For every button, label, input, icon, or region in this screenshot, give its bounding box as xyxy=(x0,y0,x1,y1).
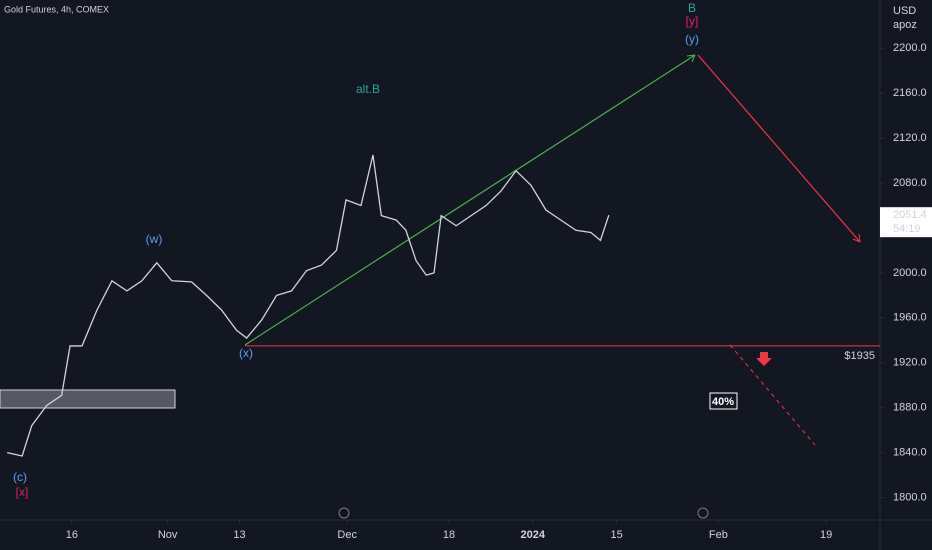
y-tick-label: 1920.0 xyxy=(893,357,927,369)
level-label: $1935 xyxy=(844,350,875,362)
wave-label: (x) xyxy=(239,346,253,360)
y-tick-label: 1960.0 xyxy=(893,312,927,324)
price-line xyxy=(7,154,610,457)
y-tick-label: 2160.0 xyxy=(893,87,927,99)
wave-label: B xyxy=(688,1,696,15)
y-tick-label: 1840.0 xyxy=(893,447,927,459)
unit: apoz xyxy=(893,19,917,31)
wave-label: [y] xyxy=(686,14,699,28)
x-tick-label: 15 xyxy=(610,529,622,541)
x-tick-label: 18 xyxy=(443,529,455,541)
event-icon[interactable] xyxy=(338,507,350,519)
x-tick-label: Feb xyxy=(709,529,728,541)
y-tick-label: 2200.0 xyxy=(893,42,927,54)
zone-box xyxy=(0,389,176,409)
price-tag-label: 2051.4 xyxy=(893,209,927,221)
down-arrow-icon xyxy=(756,352,772,366)
wave-label: (y) xyxy=(685,32,699,46)
wave-label: (c) xyxy=(13,470,27,484)
y-tick-label: 2080.0 xyxy=(893,177,927,189)
x-tick-label: Dec xyxy=(337,529,357,541)
y-tick-label: 2120.0 xyxy=(893,132,927,144)
arrow-head xyxy=(686,54,696,63)
trend-line xyxy=(244,54,696,346)
x-tick-label: 16 xyxy=(66,529,78,541)
probability-box xyxy=(709,392,738,410)
dashed-projection xyxy=(729,344,816,446)
price-tag xyxy=(880,207,932,238)
wave-label: (w) xyxy=(146,232,163,246)
countdown: 54:19 xyxy=(893,223,921,235)
wave-label: [x] xyxy=(16,485,29,499)
probability-label: 40% xyxy=(712,396,734,408)
event-icon[interactable] xyxy=(697,507,709,519)
x-tick-label: 19 xyxy=(820,529,832,541)
y-tick-label: 1800.0 xyxy=(893,491,927,503)
wave-label: alt.B xyxy=(356,82,380,96)
x-tick-label: 2024 xyxy=(521,529,546,541)
y-tick-label: 1880.0 xyxy=(893,402,927,414)
x-tick-label: Nov xyxy=(158,529,178,541)
y-tick-label: 2000.0 xyxy=(893,267,927,279)
projection-line xyxy=(697,54,861,243)
chart-title: Gold Futures, 4h, COMEX xyxy=(4,4,109,14)
arrow-head xyxy=(852,233,861,243)
x-tick-label: 13 xyxy=(233,529,245,541)
currency: USD xyxy=(893,5,916,17)
